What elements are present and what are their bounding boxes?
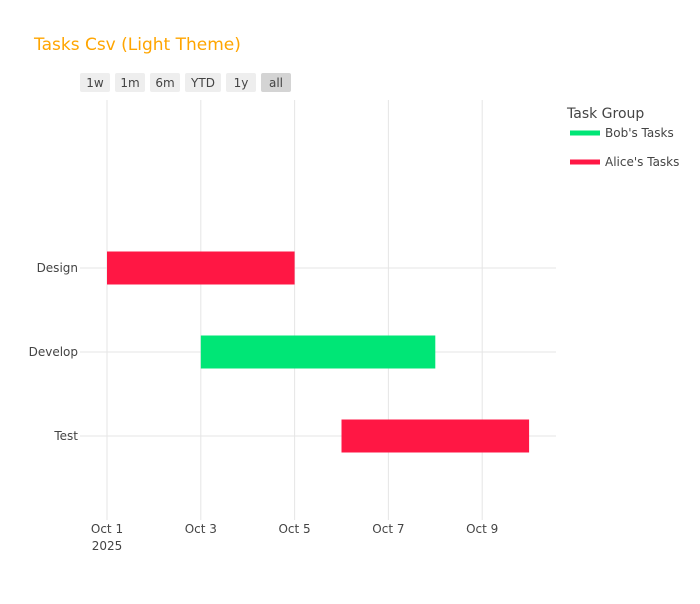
range-button-bg xyxy=(185,73,221,92)
range-button-bg xyxy=(115,73,145,92)
range-button-bg xyxy=(150,73,180,92)
y-tick-label: Test xyxy=(53,429,78,443)
x-tick-label: Oct 5 xyxy=(278,522,310,536)
range-button-all[interactable]: all xyxy=(261,73,291,92)
legend-swatch xyxy=(570,159,600,165)
bar-design[interactable] xyxy=(107,251,295,285)
x-tick-year-label: 2025 xyxy=(92,539,123,553)
grid xyxy=(80,100,556,520)
range-button-1m[interactable]: 1m xyxy=(115,73,145,92)
legend-label: Alice's Tasks xyxy=(605,155,679,169)
y-tick-label: Develop xyxy=(29,345,78,359)
range-button-ytd[interactable]: YTD xyxy=(185,73,221,92)
bar-develop[interactable] xyxy=(200,335,436,369)
x-tick-label: Oct 1 xyxy=(91,522,123,536)
range-button-label: all xyxy=(269,76,283,90)
y-tick-label: Design xyxy=(37,261,78,275)
x-tick-label: Oct 7 xyxy=(372,522,404,536)
range-selector: 1w 1m 6m YTD 1y all xyxy=(80,73,291,92)
range-button-6m[interactable]: 6m xyxy=(150,73,180,92)
legend-swatch xyxy=(570,130,600,136)
bar-test[interactable] xyxy=(341,419,530,453)
range-button-bg xyxy=(80,73,110,92)
range-button-label: YTD xyxy=(190,76,215,90)
range-button-1w[interactable]: 1w xyxy=(80,73,110,92)
legend-item-bob[interactable]: Bob's Tasks xyxy=(570,126,674,140)
range-button-bg xyxy=(226,73,256,92)
x-tick-label: Oct 3 xyxy=(185,522,217,536)
legend: Task Group Bob's Tasks Alice's Tasks xyxy=(566,106,679,169)
range-button-label: 1y xyxy=(234,76,249,90)
range-button-1y[interactable]: 1y xyxy=(226,73,256,92)
legend-label: Bob's Tasks xyxy=(605,126,674,140)
legend-title: Task Group xyxy=(566,106,644,122)
range-button-label: 1w xyxy=(86,76,104,90)
range-button-bg xyxy=(261,73,291,92)
x-axis: Oct 1 2025 Oct 3 Oct 5 Oct 7 Oct 9 xyxy=(91,522,498,553)
bars xyxy=(107,251,530,453)
range-button-label: 6m xyxy=(155,76,174,90)
chart-title: Tasks Csv (Light Theme) xyxy=(33,35,241,55)
legend-item-alice[interactable]: Alice's Tasks xyxy=(570,155,679,169)
range-button-label: 1m xyxy=(120,76,139,90)
y-axis: Design Develop Test xyxy=(29,261,79,443)
x-tick-label: Oct 9 xyxy=(466,522,498,536)
